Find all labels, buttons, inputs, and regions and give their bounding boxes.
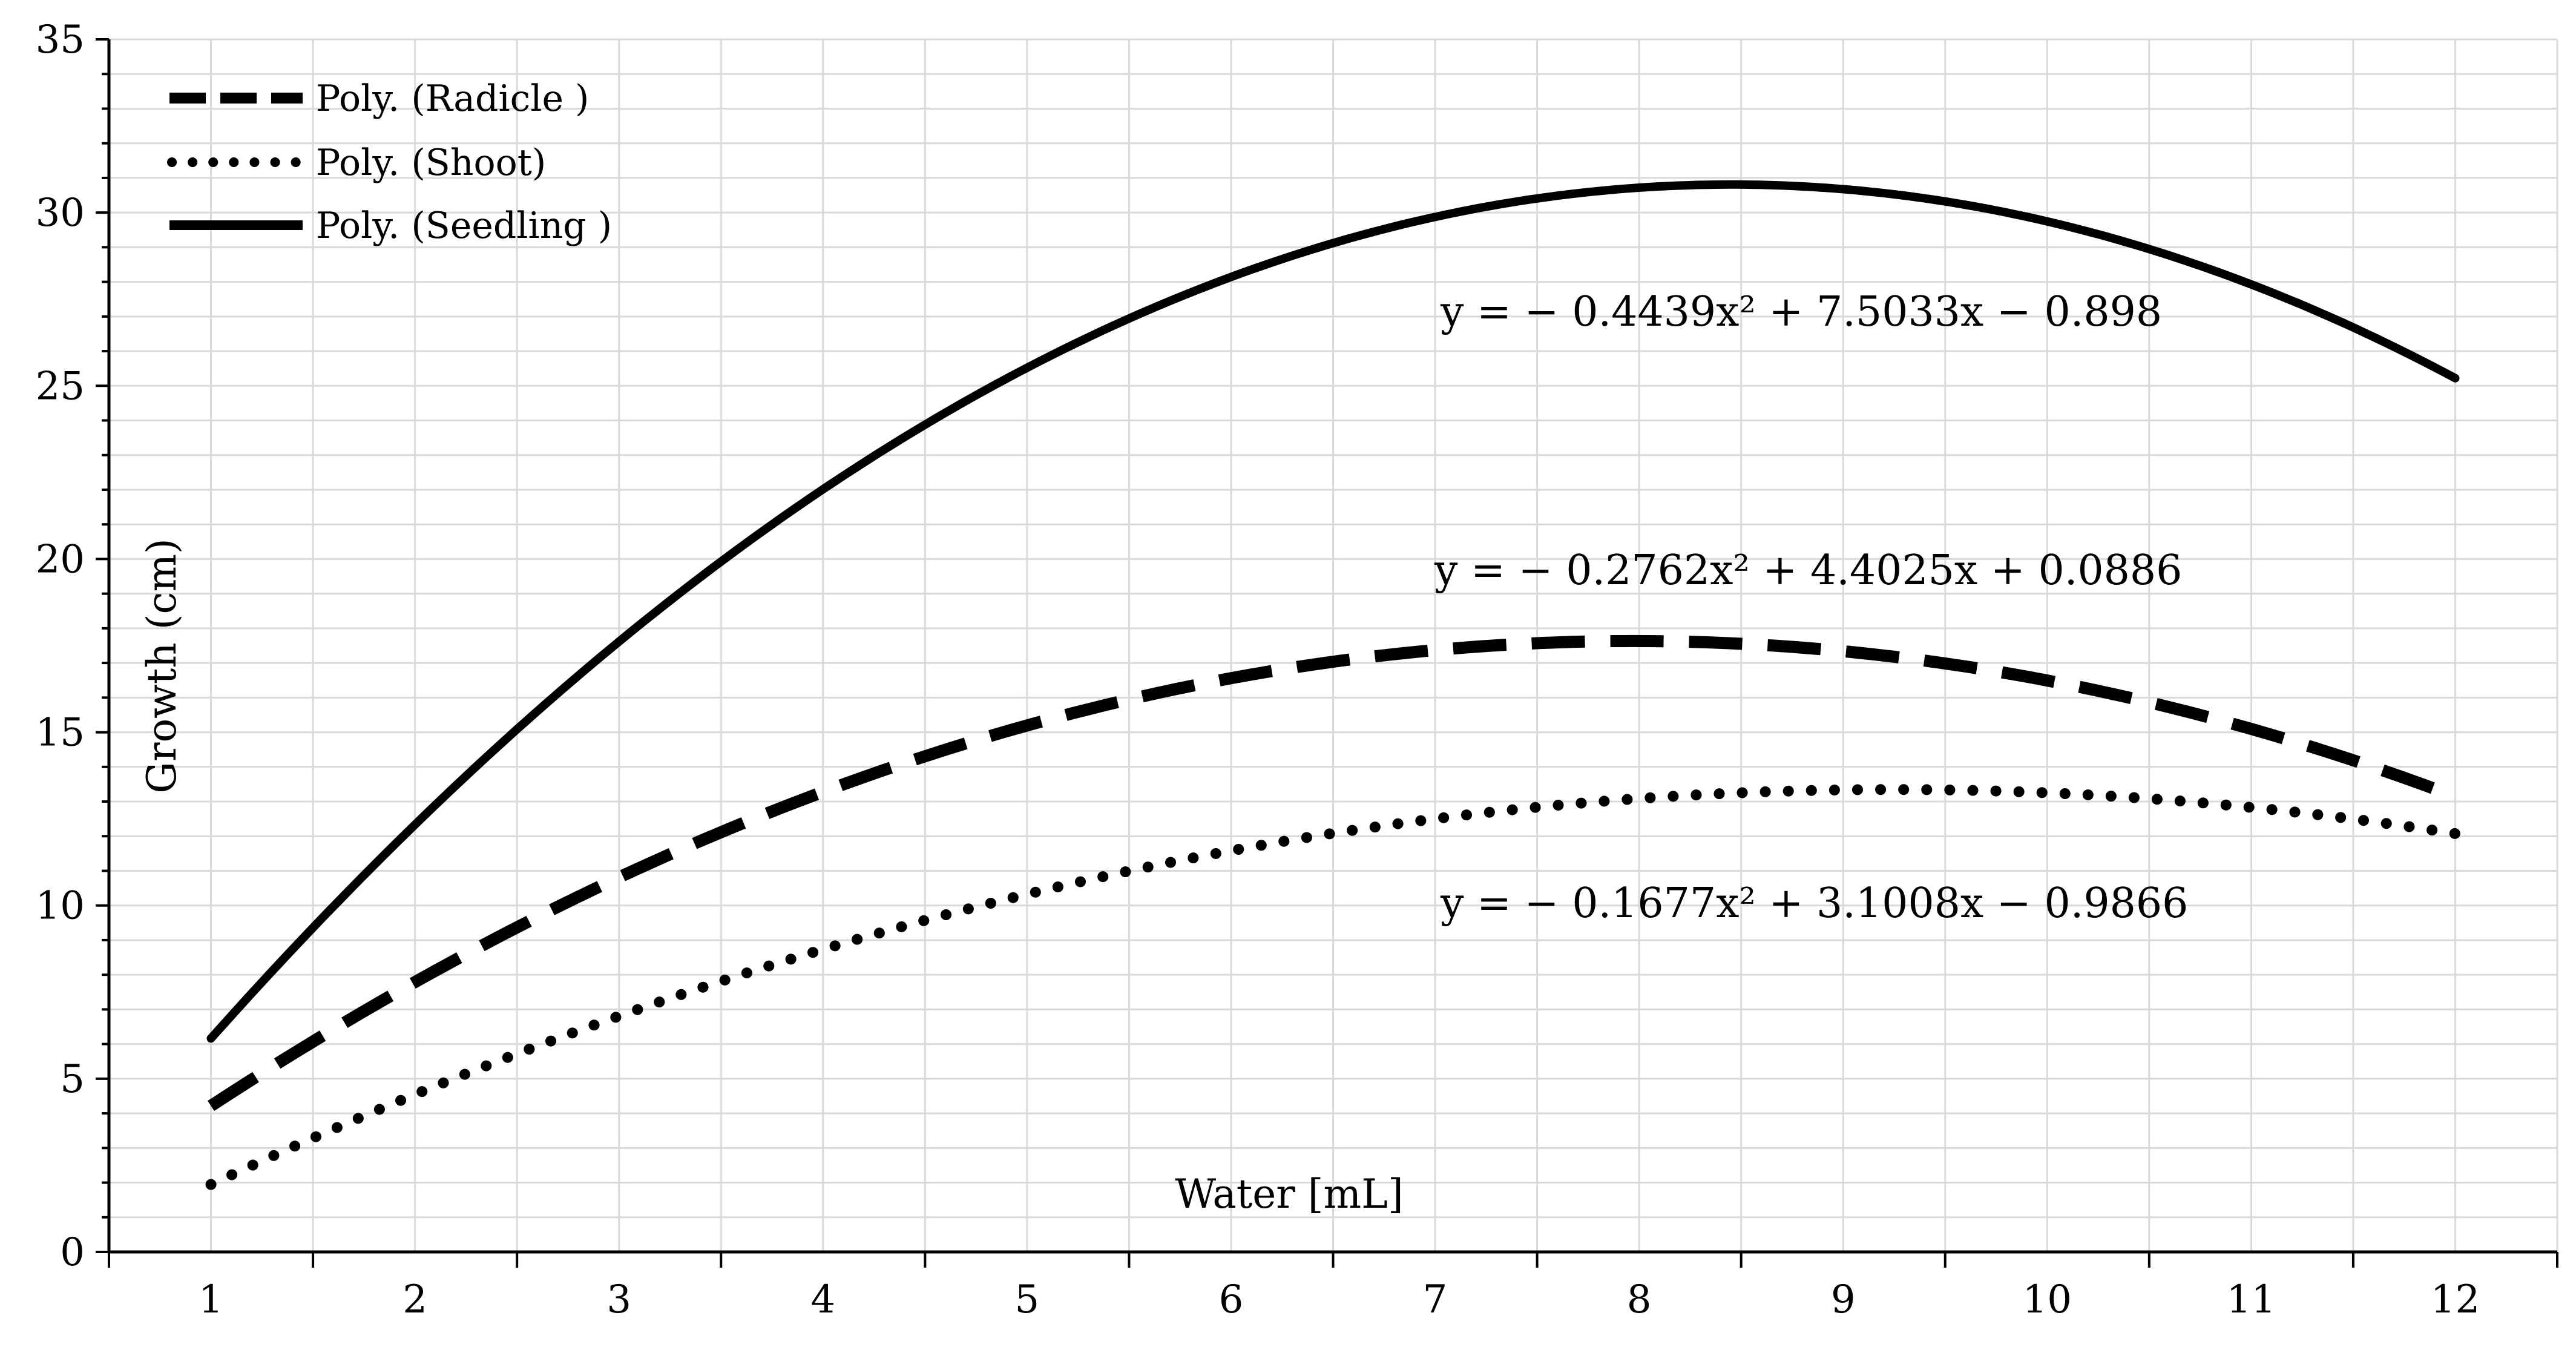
- x-tick-label: 10: [2023, 1277, 2072, 1322]
- equation-shoot: y = − 0.1677x² + 3.1008x − 0.9866: [1440, 880, 2188, 927]
- y-tick-label: 20: [36, 537, 85, 582]
- grid: [108, 38, 2558, 1253]
- legend-label-seedling: Poly. (Seedling ): [316, 205, 612, 247]
- x-tick-label: 5: [1015, 1277, 1040, 1322]
- x-tick-label: 3: [606, 1277, 631, 1322]
- y-tick-label: 5: [60, 1057, 85, 1102]
- y-axis-label: Growth (cm): [139, 538, 185, 794]
- legend-label-shoot: Poly. (Shoot): [316, 142, 546, 184]
- y-tick-label: 35: [36, 18, 85, 62]
- legend-label-radicle: Poly. (Radicle ): [316, 77, 589, 120]
- x-axis-label: Water [mL]: [1175, 1171, 1403, 1217]
- x-tick-label: 7: [1423, 1277, 1448, 1322]
- y-tick-label: 25: [36, 364, 85, 409]
- y-tick-label: 0: [60, 1230, 85, 1275]
- series-line-poly-radicle: [208, 634, 2458, 1111]
- x-tick-label: 11: [2227, 1277, 2276, 1322]
- x-tick-label: 9: [1831, 1277, 1856, 1322]
- series-line-poly-seedling: [206, 180, 2460, 1043]
- series-line-poly-shoot: [205, 784, 2461, 1190]
- x-tick-label: 1: [199, 1277, 223, 1322]
- series-group: [205, 180, 2461, 1190]
- x-tick-label: 12: [2431, 1277, 2480, 1322]
- x-tick-label: 4: [810, 1277, 835, 1322]
- legend: Poly. (Radicle ) Poly. (Shoot) Poly. (Se…: [167, 77, 612, 247]
- equation-seedling: y = − 0.4439x² + 7.5033x − 0.898: [1440, 288, 2162, 336]
- equation-radicle: y = − 0.2762x² + 4.4025x + 0.0886: [1434, 547, 2182, 594]
- x-tick-label: 2: [402, 1277, 427, 1322]
- y-tick-label: 15: [36, 711, 85, 756]
- y-tick-label: 10: [36, 884, 85, 929]
- x-tick-label: 8: [1627, 1277, 1652, 1322]
- x-tick-label: 6: [1219, 1277, 1244, 1322]
- y-tick-label: 30: [36, 191, 85, 235]
